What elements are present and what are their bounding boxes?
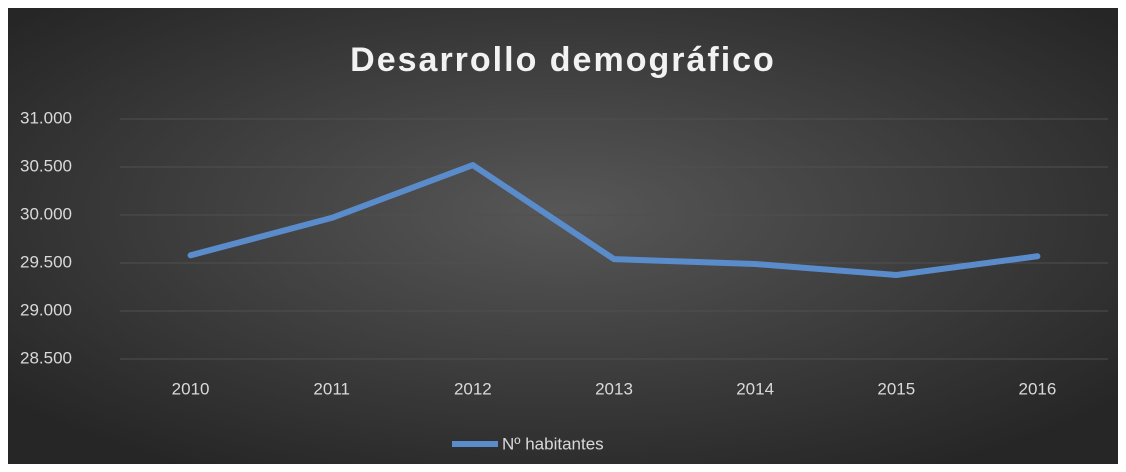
y-tick-label: 28.500 <box>20 348 72 367</box>
y-tick-label: 31.000 <box>20 108 72 127</box>
x-tick-label: 2016 <box>1019 379 1057 398</box>
x-tick-label: 2010 <box>172 379 210 398</box>
chart-background <box>8 8 1118 464</box>
data-line <box>187 162 1041 278</box>
x-tick-label: 2013 <box>595 379 633 398</box>
y-tick-label: 29.000 <box>20 300 72 319</box>
x-tick-label: 2015 <box>877 379 915 398</box>
x-tick-label: 2014 <box>736 379 774 398</box>
legend-label: Nº habitantes <box>502 434 604 453</box>
x-tick-label: 2012 <box>454 379 492 398</box>
chart-title: Desarrollo demográfico <box>350 41 776 79</box>
y-tick-label: 29.500 <box>20 252 72 271</box>
y-tick-label: 30.500 <box>20 156 72 175</box>
y-tick-label: 30.000 <box>20 204 72 223</box>
x-tick-label: 2011 <box>313 379 350 398</box>
